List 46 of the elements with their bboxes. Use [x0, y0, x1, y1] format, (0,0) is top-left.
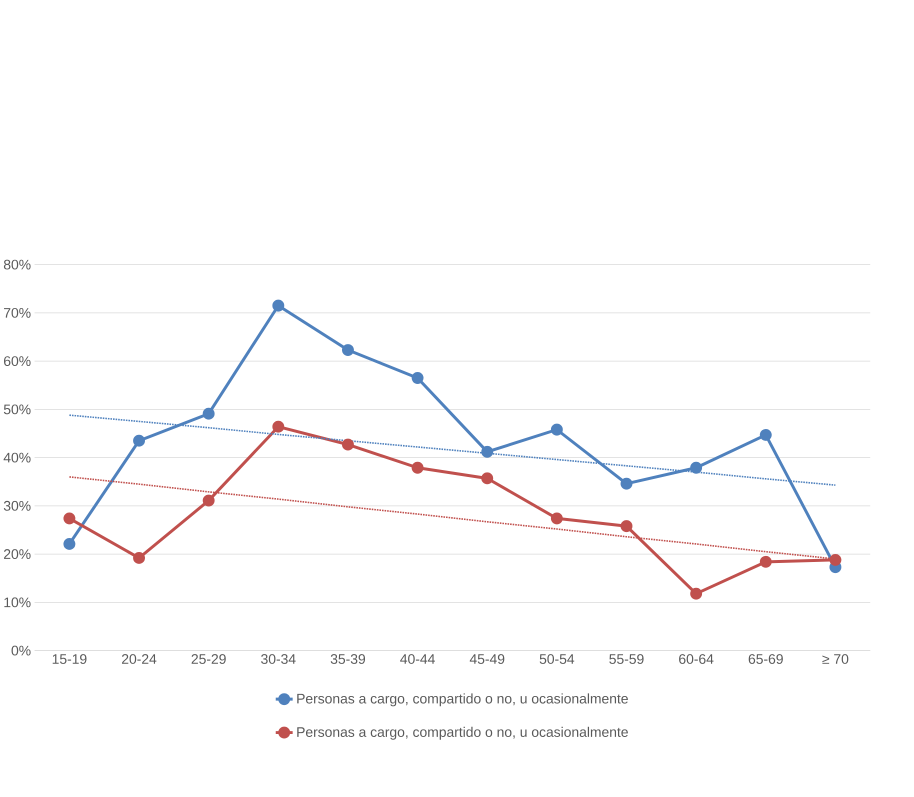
- y-tick-label: 0%: [12, 646, 31, 656]
- x-tick-label: 50-54: [540, 654, 574, 664]
- point: [481, 446, 494, 458]
- point: [690, 588, 702, 600]
- x-tick-label: 40-44: [400, 654, 435, 664]
- point: [63, 538, 76, 550]
- y-tick-label: 80%: [4, 260, 31, 270]
- x-tick-label: 45-49: [470, 654, 504, 664]
- point: [133, 552, 145, 564]
- y-tick-label: 10%: [4, 598, 31, 608]
- x-tick-label: 60-64: [679, 654, 714, 664]
- point: [412, 372, 424, 384]
- point: [272, 300, 284, 312]
- x-tick-label: 15-19: [52, 654, 86, 664]
- point: [829, 554, 842, 566]
- point: [202, 494, 215, 507]
- y-tick-label: 50%: [4, 404, 31, 414]
- point: [63, 512, 76, 524]
- point: [202, 408, 215, 420]
- x-tick-label: 35-39: [330, 654, 366, 664]
- point: [342, 344, 354, 356]
- x-tick-label: 65-69: [748, 654, 783, 664]
- y-tick-label: 70%: [4, 308, 31, 318]
- point: [690, 462, 702, 474]
- point: [272, 420, 284, 433]
- point: [412, 462, 424, 474]
- x-tick-label: ≥ 70: [822, 654, 848, 664]
- x-tick-label: 30-34: [261, 654, 296, 664]
- legend-label: Personas a cargo, compartido o no, u ocasionalmente: [297, 693, 628, 706]
- point: [481, 472, 494, 484]
- y-tick-label: 60%: [4, 356, 31, 366]
- legend-label: Personas a cargo, compartido o no, u ocasionalmente: [297, 726, 628, 740]
- point: [620, 520, 632, 532]
- point: [620, 478, 632, 490]
- x-tick-label: 25-29: [192, 654, 226, 664]
- x-tick-label: 20-24: [122, 654, 156, 664]
- y-tick-label: 20%: [4, 549, 31, 560]
- point: [550, 424, 563, 436]
- y-tick-label: 40%: [4, 452, 31, 463]
- point: [760, 429, 772, 441]
- y-tick-label: 30%: [4, 501, 31, 511]
- x-tick-label: 55-59: [609, 654, 644, 664]
- point: [342, 438, 354, 451]
- point: [760, 556, 772, 568]
- point: [133, 434, 145, 447]
- point: [550, 512, 563, 524]
